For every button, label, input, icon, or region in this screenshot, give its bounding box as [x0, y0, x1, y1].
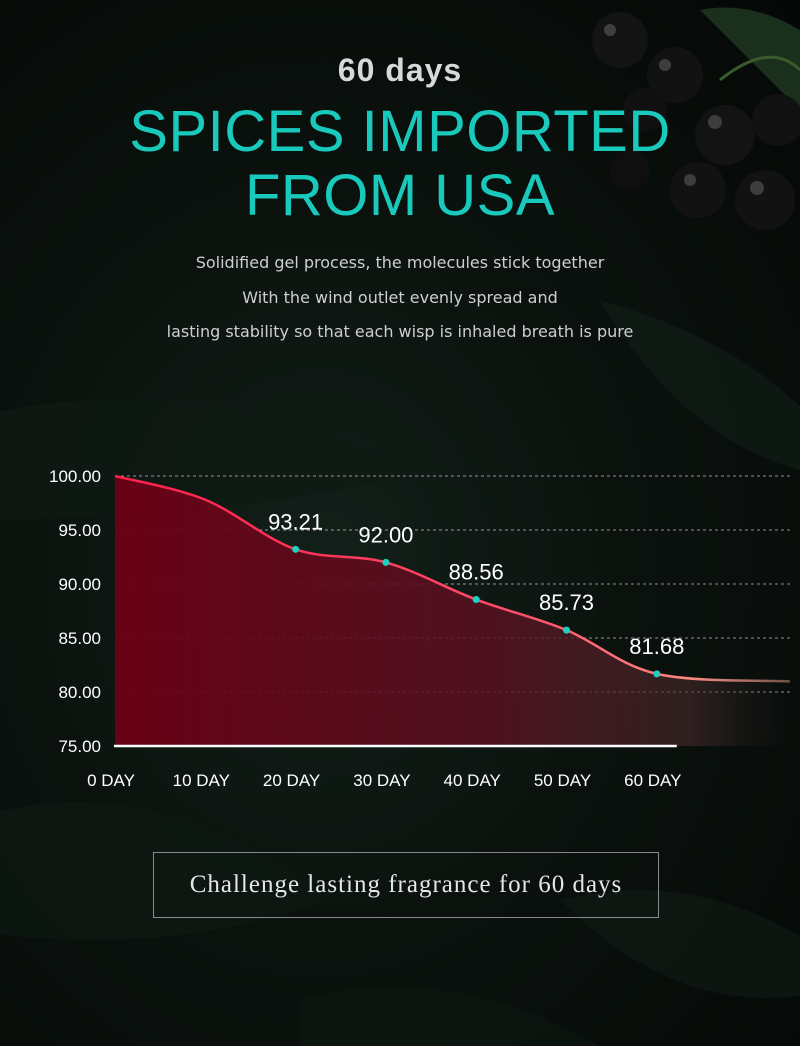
description-line-1: Solidified gel process, the molecules st… — [195, 253, 605, 272]
title-line-2: FROM USA — [244, 163, 556, 228]
blackcurrant-image — [592, 7, 800, 230]
y-tick-labels: 75.00 80.00 85.00 90.00 95.00 100.00 — [49, 467, 101, 756]
y-tick-label: 95.00 — [58, 521, 101, 540]
data-label: 88.56 — [449, 560, 504, 585]
data-point — [563, 626, 570, 634]
data-point — [382, 558, 390, 566]
data-label: 81.68 — [629, 634, 684, 659]
data-labels: 93.21 92.00 88.56 85.73 81.68 — [268, 509, 684, 659]
description-line-2: With the wind outlet evenly spread and — [242, 287, 558, 307]
x-tick-label: 60 DAY — [624, 771, 681, 790]
subtitle: 60 days — [337, 52, 463, 88]
description: Solidified gel process, the molecules st… — [0, 246, 800, 350]
y-tick-label: 80.00 — [58, 683, 101, 702]
y-tick-label: 85.00 — [58, 629, 101, 648]
x-tick-labels: 0 DAY 10 DAY 20 DAY 30 DAY 40 DAY 50 DAY 60 DA… — [87, 771, 681, 790]
x-tick-label: 0 DAY — [87, 771, 135, 790]
data-point — [292, 545, 300, 553]
area-fill — [115, 476, 790, 746]
fragrance-chart: 75.00 80.00 85.00 90.00 95.00 100.00 0 DAY 10 … — [49, 390, 791, 790]
y-tick-label: 100.00 — [49, 467, 101, 486]
data-label: 85.73 — [539, 590, 594, 615]
data-point — [472, 596, 480, 604]
data-label: 92.00 — [358, 522, 413, 547]
x-tick-label: 20 DAY — [263, 771, 320, 790]
data-point — [653, 670, 661, 678]
description-line-3: lasting stability so that each wisp is i… — [166, 322, 634, 341]
data-points — [292, 545, 661, 678]
y-tick-label: 90.00 — [58, 575, 101, 594]
x-tick-label: 10 DAY — [173, 771, 230, 790]
x-tick-label: 30 DAY — [353, 771, 410, 790]
y-tick-label: 75.00 — [58, 737, 101, 756]
x-tick-label: 40 DAY — [444, 771, 501, 790]
page-title: SPICES IMPORTED FROM USA — [0, 100, 800, 228]
x-tick-label: 50 DAY — [534, 771, 591, 790]
banner-text: Challenge lasting fragrance for 60 days — [189, 871, 623, 898]
title-line-1: SPICES IMPORTED — [129, 99, 671, 164]
data-label: 93.21 — [268, 509, 323, 534]
fragrance-banner: Challenge lasting fragrance for 60 days — [153, 852, 659, 918]
